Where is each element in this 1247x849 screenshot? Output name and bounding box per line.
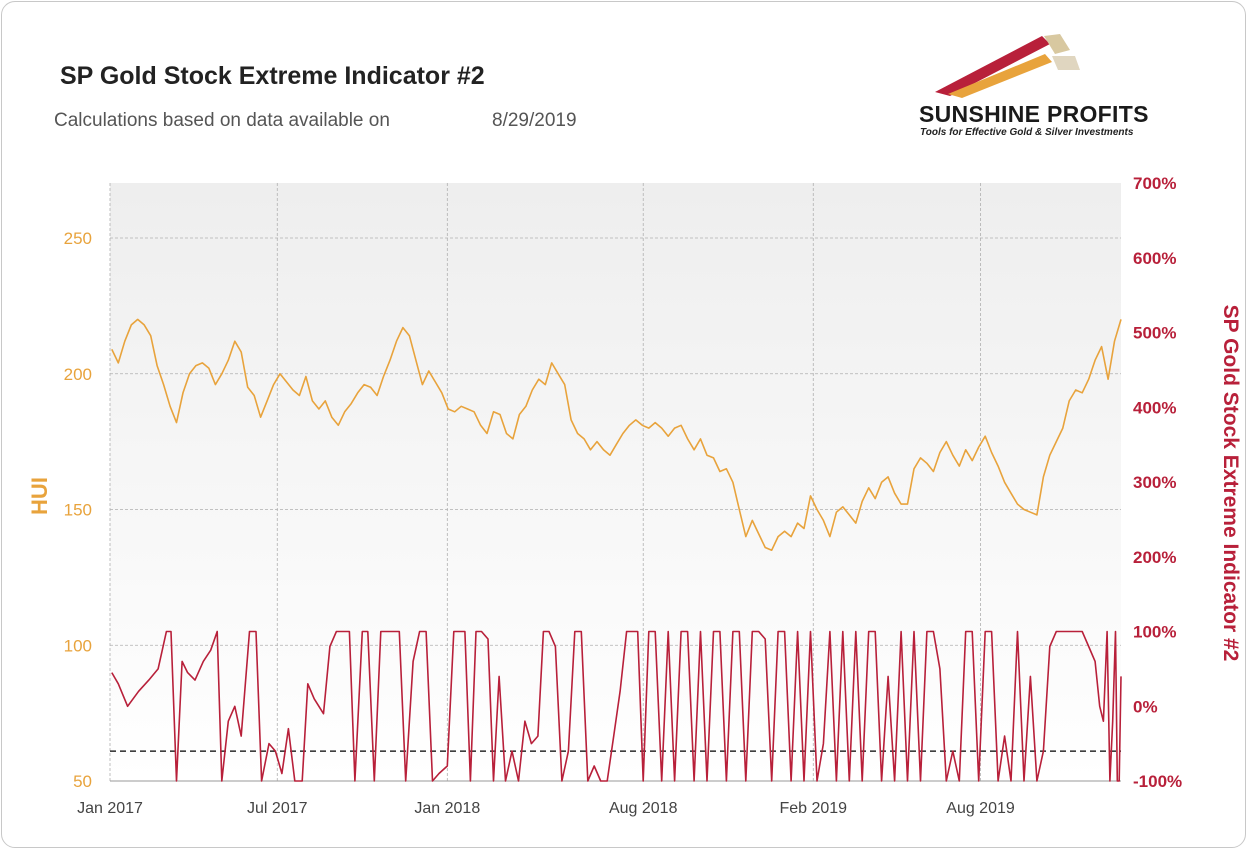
y-right-tick-label: 500% — [1133, 324, 1176, 343]
y-right-tick-label: 400% — [1133, 398, 1176, 417]
x-tick-label: Jan 2018 — [414, 800, 480, 817]
logo-name: SUNSHINE PROFITS — [919, 101, 1149, 127]
x-tick-label: Feb 2019 — [779, 800, 847, 817]
y-left-tick-label: 150 — [64, 501, 92, 520]
x-tick-label: Jul 2017 — [247, 800, 308, 817]
hui-series-line — [111, 318, 1122, 552]
sunshine-profits-logo-icon — [935, 34, 1080, 98]
y-left-tick-label: 100 — [64, 636, 92, 655]
y-axis-left-title: HUI — [27, 477, 52, 515]
indicator-series-line — [111, 630, 1122, 782]
y-left-tick-label: 50 — [73, 772, 92, 791]
x-tick-label: Jan 2017 — [77, 800, 143, 817]
logo-tagline: Tools for Effective Gold & Silver Invest… — [920, 127, 1134, 138]
y-right-tick-label: -100% — [1133, 772, 1182, 791]
data-date: 8/29/2019 — [492, 110, 577, 131]
y-right-tick-label: 300% — [1133, 473, 1176, 492]
y-right-tick-label: 700% — [1133, 174, 1176, 193]
y-right-tick-label: 100% — [1133, 623, 1176, 642]
x-tick-label: Aug 2018 — [609, 800, 678, 817]
y-right-tick-label: 200% — [1133, 548, 1176, 567]
y-axis-right-title: SP Gold Stock Extreme Indicator #2 — [1219, 304, 1242, 662]
y-left-tick-label: 250 — [64, 229, 92, 248]
plot-area — [110, 183, 1121, 781]
x-tick-label: Aug 2019 — [946, 800, 1015, 817]
y-left-tick-label: 200 — [64, 365, 92, 384]
chart-title: SP Gold Stock Extreme Indicator #2 — [60, 62, 485, 90]
chart-subtitle: Calculations based on data available on — [54, 110, 390, 131]
y-right-tick-label: 600% — [1133, 249, 1176, 268]
y-right-tick-label: 0% — [1133, 697, 1158, 716]
